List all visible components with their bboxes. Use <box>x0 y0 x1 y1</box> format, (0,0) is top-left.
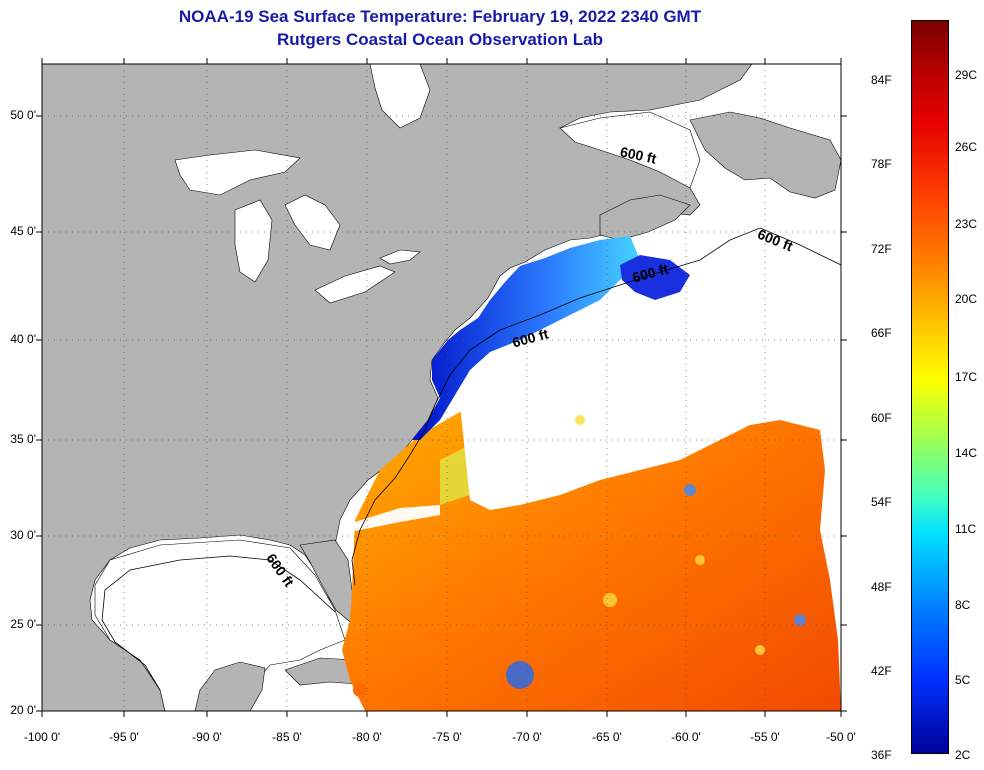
latitude-label: 25 0' <box>10 617 36 631</box>
yucatan-peninsula <box>194 661 266 711</box>
fahrenheit-label: 60F <box>871 411 892 425</box>
nova-scotia <box>599 194 691 241</box>
longitude-label: -85 0' <box>272 730 302 744</box>
fahrenheit-label: 72F <box>871 242 892 256</box>
longitude-label: -65 0' <box>592 730 622 744</box>
gulf-of-st-lawrence <box>559 111 701 189</box>
newfoundland <box>689 111 841 199</box>
longitude-label: -60 0' <box>671 730 701 744</box>
fahrenheit-label: 42F <box>871 664 892 678</box>
isobath-600ft-gulf <box>101 555 336 691</box>
celsius-label: 8C <box>955 598 971 612</box>
axis-ticks <box>36 58 847 717</box>
fahrenheit-label: 54F <box>871 495 892 509</box>
map-subtitle: Rutgers Coastal Ocean Observation Lab <box>277 30 603 49</box>
celsius-label: 5C <box>955 673 971 687</box>
sst-gulf-of-maine <box>620 255 690 300</box>
latitude-label: 20 0' <box>10 703 36 717</box>
fahrenheit-label: 48F <box>871 580 892 594</box>
celsius-label: 11C <box>955 522 977 536</box>
celsius-label: 26C <box>955 140 978 154</box>
longitude-label: -100 0' <box>23 730 61 744</box>
celsius-label: 29C <box>955 68 978 82</box>
latitude-label: 35 0' <box>10 432 36 446</box>
longitude-label: -95 0' <box>109 730 139 744</box>
longitude-label: -50 0' <box>826 730 856 744</box>
latitude-label: 50 0' <box>10 108 36 122</box>
fahrenheit-label: 84F <box>871 73 892 87</box>
sst-cold-coastal <box>412 236 640 440</box>
latitude-label: 30 0' <box>10 528 36 542</box>
gulf-of-mexico <box>94 539 346 711</box>
celsius-label: 20C <box>955 292 978 306</box>
temperature-colorbar <box>911 20 949 754</box>
james-bay <box>369 64 431 129</box>
celsius-label: 17C <box>955 370 978 384</box>
latitude-label: 40 0' <box>10 332 36 346</box>
map-title: NOAA-19 Sea Surface Temperature: Februar… <box>178 7 702 26</box>
longitude-label: -70 0' <box>512 730 542 744</box>
isobath-600ft-east <box>351 227 841 586</box>
fahrenheit-label: 78F <box>871 157 892 171</box>
fahrenheit-label: 36F <box>871 748 892 762</box>
cloud-streak <box>345 505 440 532</box>
great-lakes <box>174 149 421 304</box>
longitude-label: -90 0' <box>192 730 222 744</box>
cloud-band <box>460 265 841 510</box>
celsius-label: 14C <box>955 446 978 460</box>
latitude-label: 45 0' <box>10 224 36 238</box>
longitude-label: -75 0' <box>432 730 462 744</box>
longitude-label: -80 0' <box>352 730 382 744</box>
map-frame <box>41 63 842 712</box>
celsius-label: 2C <box>955 748 971 762</box>
longitude-label: -55 0' <box>750 730 780 744</box>
fahrenheit-label: 66F <box>871 326 892 340</box>
celsius-label: 23C <box>955 217 978 231</box>
